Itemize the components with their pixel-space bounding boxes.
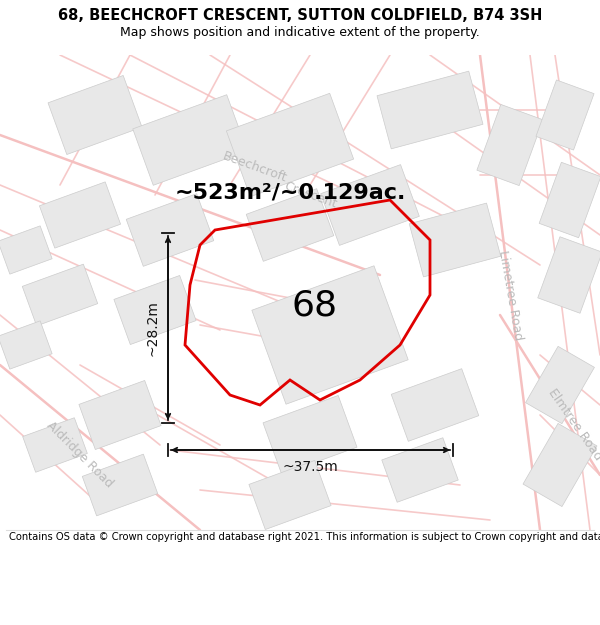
Polygon shape <box>40 182 121 248</box>
Polygon shape <box>0 226 52 274</box>
Polygon shape <box>249 461 331 529</box>
Text: Limetree Road: Limetree Road <box>496 249 524 341</box>
Text: Aldridge Road: Aldridge Road <box>44 419 116 491</box>
Polygon shape <box>246 189 334 261</box>
Polygon shape <box>0 321 52 369</box>
Polygon shape <box>48 76 142 154</box>
Text: ~523m²/~0.129ac.: ~523m²/~0.129ac. <box>175 183 406 203</box>
Polygon shape <box>22 264 98 326</box>
Polygon shape <box>320 164 419 246</box>
Polygon shape <box>391 369 479 441</box>
Polygon shape <box>477 104 543 186</box>
Polygon shape <box>79 381 161 449</box>
Polygon shape <box>126 194 214 266</box>
Polygon shape <box>523 424 597 506</box>
Text: Map shows position and indicative extent of the property.: Map shows position and indicative extent… <box>120 26 480 39</box>
Polygon shape <box>377 71 483 149</box>
Text: ~28.2m: ~28.2m <box>146 300 160 356</box>
Polygon shape <box>133 95 247 185</box>
Text: 68: 68 <box>292 288 338 322</box>
Polygon shape <box>82 454 158 516</box>
Polygon shape <box>526 346 595 424</box>
Polygon shape <box>539 162 600 238</box>
Polygon shape <box>23 418 88 472</box>
Text: Contains OS data © Crown copyright and database right 2021. This information is : Contains OS data © Crown copyright and d… <box>9 532 600 542</box>
Text: Elmtree Road: Elmtree Road <box>545 387 600 463</box>
Polygon shape <box>252 266 408 404</box>
Polygon shape <box>538 237 600 313</box>
Polygon shape <box>226 93 353 197</box>
Polygon shape <box>114 276 196 344</box>
Text: ~37.5m: ~37.5m <box>283 460 338 474</box>
Text: Beechcroft: Beechcroft <box>221 149 289 184</box>
Polygon shape <box>536 80 594 150</box>
Polygon shape <box>382 438 458 503</box>
Polygon shape <box>409 203 501 277</box>
Text: Crescent: Crescent <box>282 179 338 211</box>
Text: 68, BEECHCROFT CRESCENT, SUTTON COLDFIELD, B74 3SH: 68, BEECHCROFT CRESCENT, SUTTON COLDFIEL… <box>58 8 542 23</box>
Polygon shape <box>263 396 357 474</box>
